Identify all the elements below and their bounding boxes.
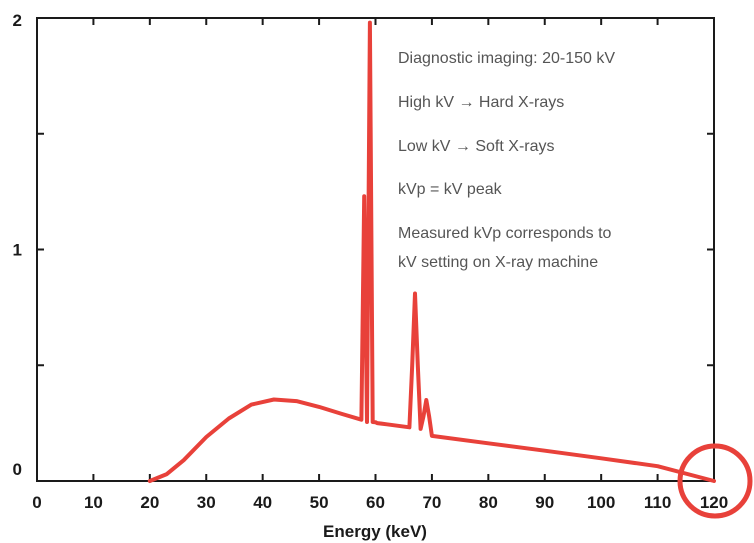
x-tick-label-4: 40	[253, 493, 272, 512]
x-tick-label-2: 20	[140, 493, 159, 512]
x-tick-label-3: 30	[197, 493, 216, 512]
annotation-4: Measured kVp corresponds to	[398, 225, 612, 242]
annotation-5: kV setting on X-ray machine	[398, 254, 598, 271]
x-tick-label-7: 70	[422, 493, 441, 512]
x-tick-label-6: 60	[366, 493, 385, 512]
series-line-0	[147, 20, 716, 483]
x-axis-title: Energy (keV)	[323, 522, 427, 541]
annotation-3: kVp = kV peak	[398, 181, 503, 198]
plot-area	[36, 17, 715, 482]
highlight-circle	[677, 443, 753, 519]
x-tick-label-8: 80	[479, 493, 498, 512]
annotation-2: Low kV → Soft X-rays	[398, 138, 555, 155]
y-tick-label-0: 0	[13, 460, 22, 479]
plot-frame	[36, 17, 715, 482]
x-tick-label-10: 100	[587, 493, 615, 512]
highlight-layer	[677, 443, 753, 519]
series-layer	[147, 20, 716, 483]
annotation-1: High kV → Hard X-rays	[398, 94, 564, 111]
annotations: Diagnostic imaging: 20-150 kV High kV → H…	[398, 50, 615, 271]
y-tick-label-1: 1	[13, 241, 22, 260]
y-tick-label-2: 2	[13, 11, 22, 30]
x-tick-labels: 0 10 20 30 40 50 60 70 80 90 100 110 120	[32, 493, 728, 512]
y-tick-labels: 0 1 2	[13, 11, 22, 479]
x-tick-label-11: 110	[644, 493, 671, 512]
x-tick-label-5: 50	[310, 493, 329, 512]
x-tick-label-0: 0	[32, 493, 41, 512]
annotation-0: Diagnostic imaging: 20-150 kV	[398, 50, 615, 67]
axis-ticks	[36, 17, 715, 482]
x-tick-label-12: 120	[700, 493, 728, 512]
x-tick-label-1: 10	[84, 493, 103, 512]
x-tick-label-9: 90	[535, 493, 554, 512]
